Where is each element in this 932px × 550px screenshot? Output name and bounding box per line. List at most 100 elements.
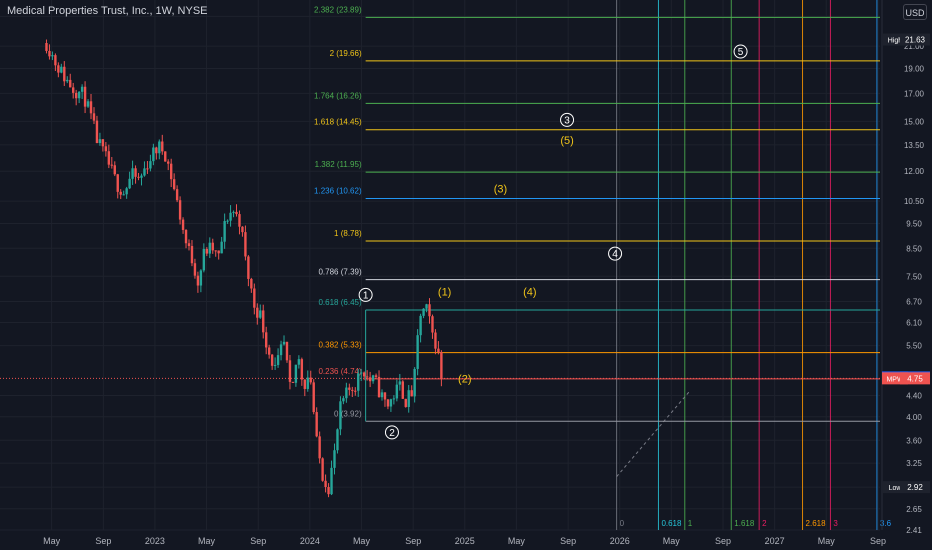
fib-retracement[interactable]: 2.382 (23.89) 2 (19.66) 1.764 (16.26) 1.618…	[0, 5, 880, 422]
candle-body	[354, 390, 357, 392]
x-tick-label: 2025	[455, 536, 475, 546]
candle-body	[229, 212, 232, 221]
fib-time-zones: 0 0.618 1 1.618 2 2.618 3 3.6	[616, 0, 892, 530]
y-tick-label: 2.41	[906, 526, 922, 535]
fib-level-label: 0.382 (5.33)	[318, 341, 361, 350]
fib-level-label: 1.764 (16.26)	[314, 91, 362, 100]
candle-body	[119, 191, 122, 195]
candle-body	[74, 92, 78, 99]
candle-body	[333, 450, 336, 468]
y-tick-label: 15.00	[904, 117, 925, 126]
x-tick-label: Sep	[405, 536, 421, 546]
y-tick-label: 3.25	[906, 459, 922, 468]
candle-body	[267, 347, 271, 355]
candle-body	[318, 436, 321, 459]
candle-body	[146, 168, 149, 170]
fib-time-label: 2.618	[806, 519, 827, 528]
candle-body	[306, 377, 309, 389]
fib-level-label: 1.618 (14.45)	[314, 118, 362, 127]
price-axis[interactable]: 24.0021.0019.0017.0015.0013.5012.0010.50…	[881, 0, 930, 535]
price-tag-value-bg	[900, 33, 930, 46]
candle-body	[422, 308, 425, 316]
candle-body	[297, 359, 301, 365]
candle-body	[72, 87, 75, 93]
candle-body	[80, 86, 84, 92]
wave-label: 3	[564, 115, 570, 126]
candle-body	[262, 310, 265, 333]
candle-body	[309, 377, 312, 383]
candle-body	[404, 398, 407, 407]
candle-body	[253, 288, 256, 308]
x-tick-label: 2024	[300, 536, 320, 546]
candle-body	[116, 174, 119, 192]
fib-level-label: 2.382 (23.89)	[314, 5, 362, 14]
candle-body	[259, 310, 262, 318]
x-tick-label: Sep	[560, 536, 576, 546]
y-tick-label: 4.00	[906, 413, 922, 422]
candle-body	[241, 226, 244, 233]
candle-body	[104, 146, 108, 152]
x-tick-label: May	[198, 536, 216, 546]
candle-body	[232, 211, 235, 213]
candle-body	[270, 354, 274, 366]
chart-title: Medical Properties Trust, Inc., 1W, NYSE	[7, 5, 208, 17]
fib-time-label: 1.618	[734, 519, 755, 528]
candle-body	[410, 390, 413, 397]
candle-body	[226, 220, 229, 222]
candle-body	[101, 139, 105, 147]
candle-body	[98, 139, 102, 144]
candle-body	[211, 242, 214, 251]
currency-button[interactable]: USD	[903, 4, 927, 20]
candle-body	[220, 241, 223, 254]
y-tick-label: 2.65	[906, 505, 922, 514]
candle-body	[66, 79, 69, 82]
candle-body	[413, 368, 416, 397]
candle-body	[324, 480, 327, 488]
wave-label: 1	[363, 290, 369, 301]
candle-body	[368, 377, 372, 382]
candle-body	[128, 178, 131, 189]
price-tag-label: MPW	[886, 376, 904, 383]
candle-body	[398, 381, 402, 385]
x-tick-label: May	[508, 536, 526, 546]
candle-body	[184, 229, 188, 244]
candle-body	[54, 55, 57, 66]
wave-label-circle	[358, 287, 373, 302]
candle-body	[244, 232, 247, 257]
candle-body	[374, 375, 378, 377]
time-axis[interactable]: May Sep 2023 May Sep 2024 May Sep 2025 May Sep 2026…	[43, 536, 886, 546]
candle-body	[330, 467, 333, 495]
candle-body	[181, 219, 185, 230]
candle-body	[193, 263, 197, 276]
candle-body	[92, 113, 96, 121]
candle-body	[425, 304, 428, 309]
candle-body	[223, 221, 226, 242]
candle-body	[312, 382, 315, 413]
wave-label-circle	[384, 425, 399, 440]
y-tick-label: 8.50	[906, 244, 922, 253]
y-tick-label: 6.70	[906, 297, 922, 306]
candle-body	[282, 341, 286, 345]
y-tick-label: 6.10	[906, 318, 922, 327]
y-tick-label: 12.00	[904, 167, 925, 176]
candle-body	[392, 398, 396, 400]
candle-body	[95, 120, 99, 144]
candle-body	[389, 399, 393, 407]
candle-body	[250, 278, 253, 289]
fib-time-label: 0.618	[661, 519, 682, 528]
y-tick-label: 9.50	[906, 219, 922, 228]
candle-body	[83, 86, 87, 107]
candle-body	[345, 387, 348, 399]
wave-label: 4	[612, 249, 618, 260]
candle-body	[202, 248, 206, 271]
price-tag-value-bg	[900, 372, 930, 385]
candle-body	[265, 332, 268, 348]
x-tick-label: 2023	[145, 536, 165, 546]
candle-body	[285, 341, 289, 361]
candle-body	[256, 307, 259, 318]
candle-body	[300, 359, 304, 380]
candle-body	[57, 65, 60, 73]
x-tick-label: Sep	[250, 536, 266, 546]
wave-label: (4)	[523, 287, 536, 299]
